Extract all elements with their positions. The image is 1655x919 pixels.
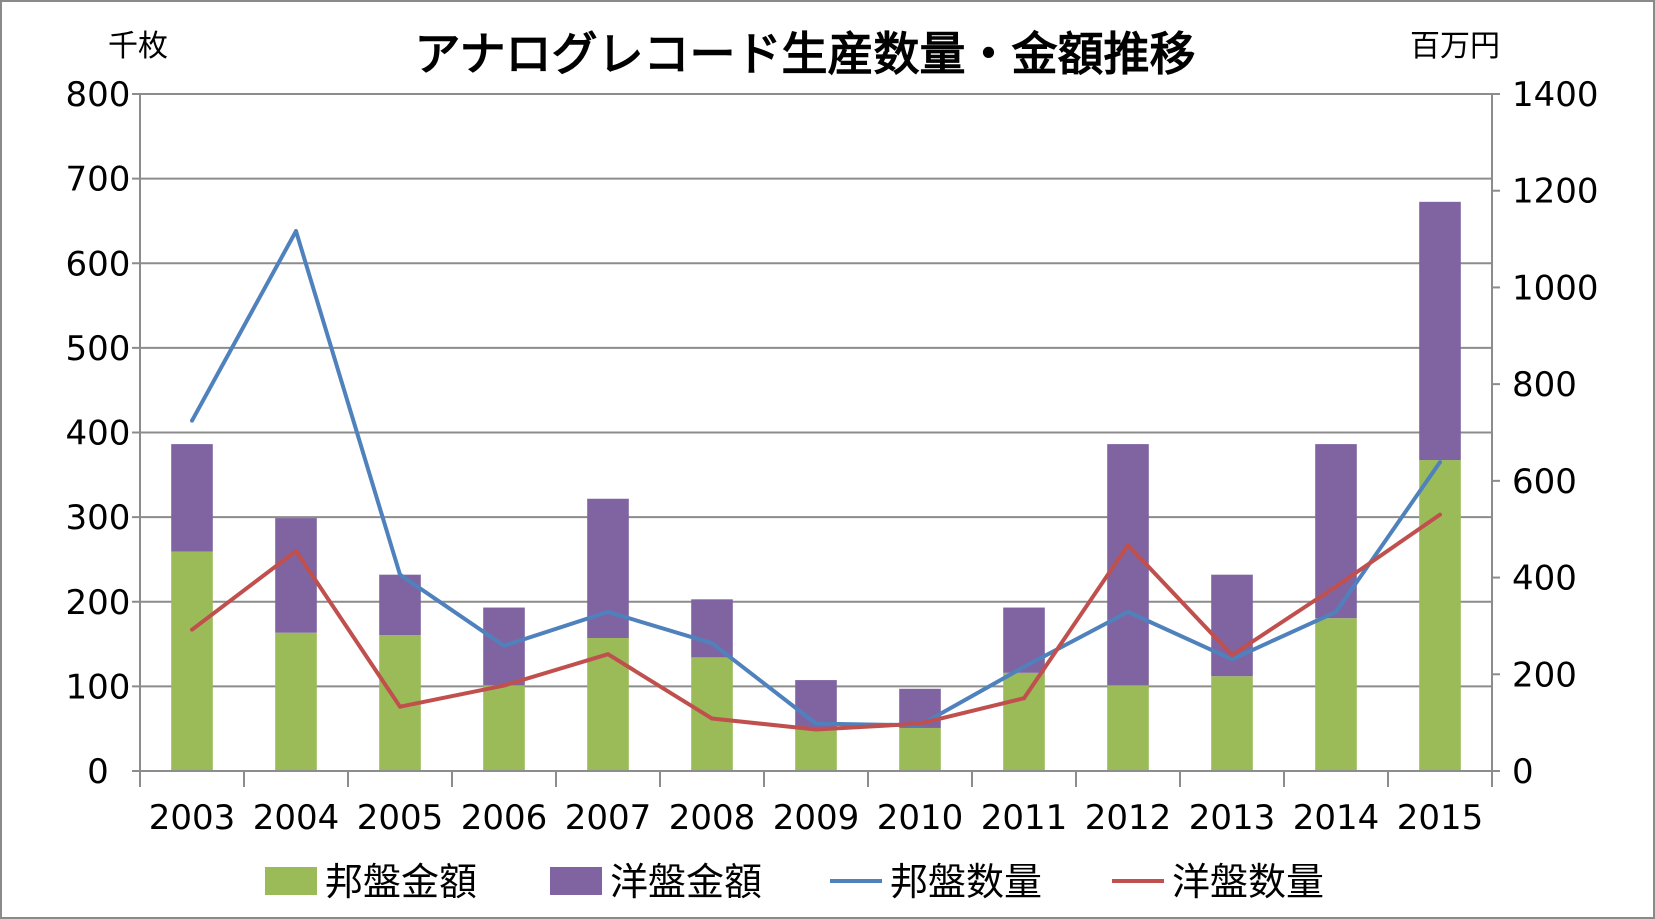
right-tick-label: 200 [1512, 655, 1577, 695]
bar-洋盤金額 [171, 444, 213, 552]
left-tick-label: 200 [66, 583, 131, 623]
left-tick-label: 500 [66, 329, 131, 369]
bar-邦盤金額 [1315, 618, 1357, 771]
point-洋盤数量 [1022, 696, 1026, 701]
bar-邦盤金額 [1107, 685, 1149, 771]
left-tick-label: 100 [66, 667, 131, 707]
left-axis-unit: 千枚 [108, 29, 168, 64]
point-邦盤数量 [294, 229, 298, 234]
right-tick-label: 1200 [1512, 172, 1599, 212]
point-邦盤数量 [1438, 460, 1442, 465]
left-tick-label: 0 [87, 752, 109, 792]
left-tick-label: 700 [66, 160, 131, 200]
legend-swatch [265, 867, 317, 895]
left-tick-label: 600 [66, 244, 131, 284]
right-tick-label: 600 [1512, 462, 1577, 502]
bar-邦盤金額 [1211, 676, 1253, 771]
point-邦盤数量 [398, 572, 402, 577]
bar-邦盤金額 [691, 657, 733, 771]
x-tick-label: 2013 [1189, 798, 1276, 838]
chart-title: アナログレコード生産数量・金額推移 [414, 27, 1195, 81]
bar-邦盤金額 [171, 551, 213, 771]
x-tick-label: 2005 [357, 798, 444, 838]
point-洋盤数量 [294, 548, 298, 553]
point-邦盤数量 [710, 641, 714, 646]
legend-swatch [550, 867, 602, 895]
right-tick-label: 400 [1512, 559, 1577, 599]
left-tick-label: 400 [66, 414, 131, 454]
point-邦盤数量 [1334, 609, 1338, 614]
point-洋盤数量 [1334, 584, 1338, 589]
point-洋盤数量 [814, 727, 818, 732]
x-tick-label: 2011 [981, 798, 1068, 838]
point-邦盤数量 [606, 609, 610, 614]
x-tick-label: 2010 [877, 798, 964, 838]
x-tick-label: 2003 [149, 798, 236, 838]
bar-洋盤金額 [1419, 201, 1461, 461]
point-邦盤数量 [1022, 664, 1026, 669]
x-tick-label: 2004 [253, 798, 340, 838]
bar-邦盤金額 [795, 727, 837, 771]
bar-邦盤金額 [275, 632, 317, 771]
left-tick-label: 800 [66, 75, 131, 115]
bar-邦盤金額 [899, 727, 941, 771]
point-邦盤数量 [1230, 657, 1234, 662]
point-洋盤数量 [710, 716, 714, 721]
bar-洋盤金額 [1003, 607, 1045, 673]
right-axis-unit: 百万円 [1410, 29, 1500, 64]
point-洋盤数量 [398, 704, 402, 709]
left-tick-label: 300 [66, 498, 131, 538]
right-tick-label: 1000 [1512, 268, 1599, 308]
legend-label: 洋盤数量 [1172, 860, 1324, 904]
point-邦盤数量 [814, 721, 818, 726]
x-tick-label: 2008 [669, 798, 756, 838]
point-洋盤数量 [1230, 653, 1234, 658]
bar-邦盤金額 [1003, 672, 1045, 771]
point-邦盤数量 [502, 643, 506, 648]
legend-label: 邦盤数量 [890, 860, 1042, 904]
bar-邦盤金額 [483, 685, 525, 771]
x-tick-label: 2009 [773, 798, 860, 838]
right-tick-label: 800 [1512, 365, 1577, 405]
x-tick-label: 2006 [461, 798, 548, 838]
point-洋盤数量 [502, 683, 506, 688]
legend-label: 邦盤金額 [325, 860, 477, 904]
x-tick-label: 2014 [1293, 798, 1380, 838]
bar-洋盤金額 [795, 680, 837, 728]
bar-洋盤金額 [275, 518, 317, 633]
point-邦盤数量 [190, 418, 194, 423]
point-洋盤数量 [190, 627, 194, 632]
point-洋盤数量 [918, 721, 922, 726]
right-tick-label: 1400 [1512, 75, 1599, 115]
x-tick-label: 2012 [1085, 798, 1172, 838]
point-洋盤数量 [606, 652, 610, 657]
x-tick-label: 2007 [565, 798, 652, 838]
point-邦盤数量 [1126, 609, 1130, 614]
bar-洋盤金額 [691, 599, 733, 658]
x-tick-label: 2015 [1397, 798, 1484, 838]
legend-label: 洋盤金額 [610, 860, 762, 904]
bar-邦盤金額 [1419, 460, 1461, 771]
point-洋盤数量 [1438, 512, 1442, 517]
point-洋盤数量 [1126, 543, 1130, 548]
right-tick-label: 0 [1512, 752, 1534, 792]
